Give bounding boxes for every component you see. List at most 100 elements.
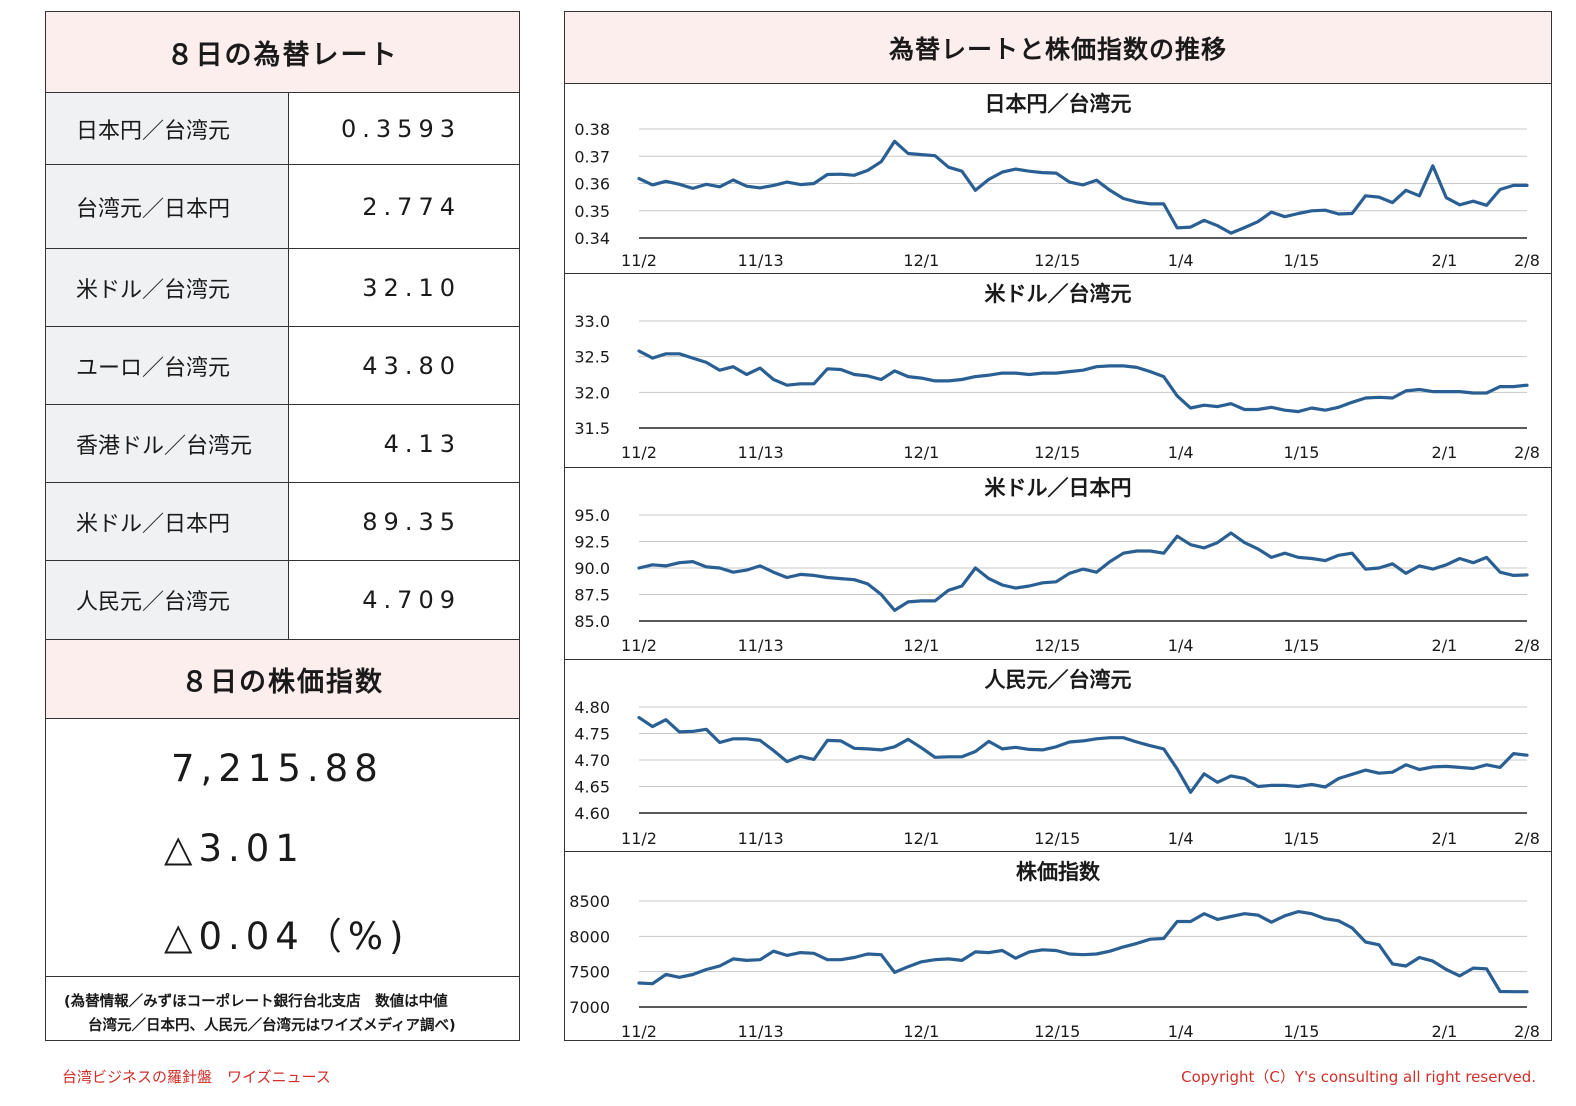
x-tick-label: 1/15 <box>1283 829 1319 848</box>
x-tick-label: 11/2 <box>621 829 657 848</box>
y-tick-label: 87.5 <box>574 586 610 605</box>
rate-value: 4.13 <box>383 429 461 458</box>
chart-svg: 8500 8000 7500 7000 11/2 11/13 12/1 12/15 1/4 1/1… <box>569 892 1540 1041</box>
x-tick-label: 12/15 <box>1034 829 1080 848</box>
x-tick-label: 12/1 <box>903 636 939 655</box>
chart-title: 株価指数 <box>1016 860 1100 884</box>
x-tick-label: 1/15 <box>1283 636 1319 655</box>
x-tick-label: 2/8 <box>1514 1022 1540 1041</box>
chart-title: 米ドル／日本円 <box>984 476 1132 500</box>
rate-value: 32.10 <box>362 273 461 302</box>
x-tick-label: 2/1 <box>1432 1022 1458 1041</box>
rate-row: ユーロ／台湾元 43.80 <box>46 326 519 404</box>
rate-value: 43.80 <box>362 351 461 380</box>
index-value: 7,215.88 <box>171 747 384 790</box>
x-tick-label: 2/8 <box>1514 443 1540 462</box>
index-block: 7,215.88 △3.01 △0.04（%) <box>46 718 519 976</box>
y-tick-label: 0.38 <box>574 120 610 139</box>
y-tick-label: 4.70 <box>574 751 610 770</box>
y-tick-label: 4.80 <box>574 698 610 717</box>
series-line <box>637 349 1529 414</box>
rate-label: 人民元／台湾元 <box>46 561 289 639</box>
x-tick-label: 1/15 <box>1283 443 1319 462</box>
charts-title: 為替レートと株価指数の推移 <box>565 12 1551 84</box>
source-line: (為替情報／みずほコーポレート銀行台北支店 数値は中値 <box>64 994 448 1010</box>
chart-title: 日本円／台湾元 <box>984 92 1132 116</box>
y-tick-label: 32.5 <box>574 348 610 367</box>
x-tick-label: 1/15 <box>1283 251 1319 270</box>
x-tick-label: 11/2 <box>621 251 657 270</box>
y-tick-label: 8500 <box>569 892 610 911</box>
y-tick-label: 0.36 <box>574 175 610 194</box>
y-tick-label: 4.60 <box>574 804 610 823</box>
rate-row: 台湾元／日本円 2.774 <box>46 164 519 248</box>
rate-label: 台湾元／日本円 <box>46 165 289 248</box>
y-tick-label: 4.65 <box>574 778 610 797</box>
rate-row: 香港ドル／台湾元 4.13 <box>46 404 519 482</box>
rate-value: 0.3593 <box>341 114 461 143</box>
footer-brand: 台湾ビジネスの羅針盤 ワイズニュース <box>62 1068 331 1086</box>
x-tick-label: 2/8 <box>1514 829 1540 848</box>
y-tick-label: 90.0 <box>574 559 610 578</box>
rate-row: 人民元／台湾元 4.709 <box>46 560 519 639</box>
x-tick-label: 1/4 <box>1168 829 1194 848</box>
chart-stock-index: 株価指数 8500 8000 7500 7000 11/2 11/13 12/1 12/15 1… <box>565 851 1551 1041</box>
index-change-percent: △0.04（%) <box>164 915 410 958</box>
x-tick-label: 12/15 <box>1034 251 1080 270</box>
chart-svg: 95.0 92.5 90.0 87.5 85.0 11/2 11/13 12/1 12/15 1/… <box>574 506 1540 655</box>
rate-label: 米ドル／日本円 <box>46 483 289 560</box>
chart-usd-jpy: 米ドル／日本円 95.0 92.5 90.0 87.5 85.0 11/2 11/13 12/… <box>565 467 1551 659</box>
x-tick-label: 2/8 <box>1514 251 1540 270</box>
rate-label: ユーロ／台湾元 <box>46 327 289 404</box>
x-tick-label: 11/2 <box>621 1022 657 1041</box>
rate-label: 香港ドル／台湾元 <box>46 405 289 482</box>
series-line <box>637 715 1529 794</box>
y-tick-label: 8000 <box>569 927 610 946</box>
rate-value: 89.35 <box>362 507 461 536</box>
x-tick-label: 2/1 <box>1432 636 1458 655</box>
x-tick-label: 1/4 <box>1168 251 1194 270</box>
y-tick-label: 32.0 <box>574 383 610 402</box>
index-title: ８日の株価指数 <box>46 639 519 718</box>
y-tick-label: 4.75 <box>574 725 610 744</box>
x-tick-label: 11/13 <box>738 443 784 462</box>
rate-label: 米ドル／台湾元 <box>46 249 289 326</box>
x-tick-label: 12/15 <box>1034 1022 1080 1041</box>
x-tick-label: 12/15 <box>1034 443 1080 462</box>
index-change: △3.01 <box>164 827 305 870</box>
chart-svg: 0.38 0.37 0.36 0.35 0.34 11/2 11/13 12/1 12/15 1/… <box>574 120 1540 270</box>
x-tick-label: 1/4 <box>1168 636 1194 655</box>
x-tick-label: 1/4 <box>1168 1022 1194 1041</box>
x-tick-label: 11/2 <box>621 443 657 462</box>
chart-jpy-twd: 日本円／台湾元 0.38 0.37 0.36 0.35 0.34 11/2 11/13 12/… <box>565 84 1551 273</box>
chart-usd-twd: 米ドル／台湾元 33.0 32.5 32.0 31.5 11/2 11/13 12/1 12/… <box>565 273 1551 467</box>
rate-value: 4.709 <box>362 586 461 614</box>
x-tick-label: 2/1 <box>1432 829 1458 848</box>
rate-row: 米ドル／台湾元 32.10 <box>46 248 519 326</box>
y-tick-label: 0.34 <box>574 229 610 248</box>
y-tick-label: 95.0 <box>574 506 610 525</box>
x-tick-label: 12/1 <box>903 829 939 848</box>
x-tick-label: 1/4 <box>1168 443 1194 462</box>
x-tick-label: 11/13 <box>738 829 784 848</box>
x-tick-label: 11/13 <box>738 251 784 270</box>
y-tick-label: 7500 <box>569 963 610 982</box>
chart-svg: 4.80 4.75 4.70 4.65 4.60 11/2 11/13 12/1 12/15 1/… <box>574 698 1540 848</box>
charts-panel: 為替レートと株価指数の推移 日本円／台湾元 0.38 0.37 0.36 0.35 0.… <box>564 11 1552 1041</box>
y-tick-label: 7000 <box>569 998 610 1017</box>
x-tick-label: 12/1 <box>903 443 939 462</box>
x-tick-label: 12/1 <box>903 251 939 270</box>
x-tick-label: 1/15 <box>1283 1022 1319 1041</box>
x-tick-label: 12/1 <box>903 1022 939 1041</box>
series-line <box>637 139 1529 235</box>
rates-title: ８日の為替レート <box>46 12 519 92</box>
series-line <box>637 909 1529 994</box>
chart-title: 人民元／台湾元 <box>984 668 1132 692</box>
x-tick-label: 2/1 <box>1432 251 1458 270</box>
rate-value: 2.774 <box>362 192 461 221</box>
rate-row: 日本円／台湾元 0.3593 <box>46 92 519 164</box>
y-tick-label: 0.37 <box>574 147 610 166</box>
y-tick-label: 85.0 <box>574 612 610 631</box>
x-tick-label: 12/15 <box>1034 636 1080 655</box>
rate-row: 米ドル／日本円 89.35 <box>46 482 519 560</box>
